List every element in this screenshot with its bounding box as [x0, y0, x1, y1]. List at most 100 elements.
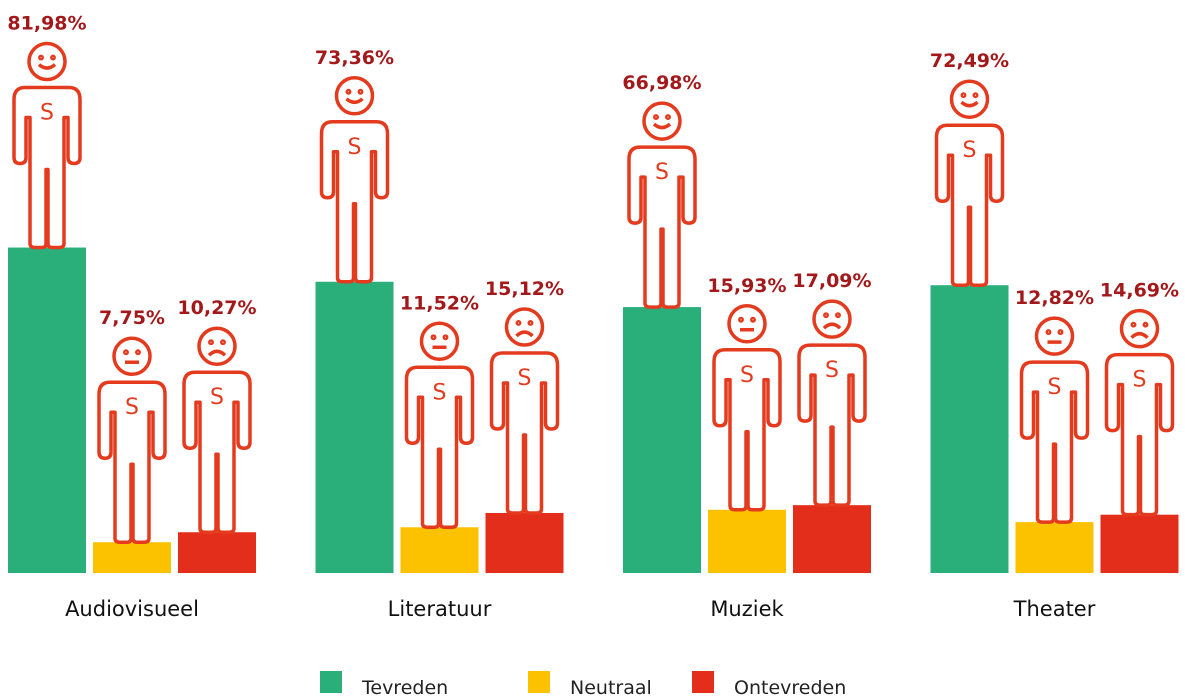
figure-body	[404, 365, 475, 530]
value-label: 81,98%	[7, 13, 86, 35]
category-label: Theater	[1013, 597, 1096, 621]
category-label: Audiovisueel	[65, 597, 199, 621]
person-figure: S	[97, 336, 167, 544]
figure-eye	[1130, 321, 1137, 328]
figure-mouth	[960, 100, 979, 108]
figure-head	[1119, 308, 1160, 349]
person-figure: S	[934, 79, 1005, 287]
figure-eye	[972, 92, 979, 99]
value-label: 72,49%	[930, 50, 1009, 72]
figure-eye	[960, 92, 967, 99]
figure-eye	[665, 114, 671, 121]
figure-body	[1019, 360, 1090, 524]
figure-logo: S	[655, 160, 669, 185]
figure-eye	[823, 312, 829, 319]
figure-head	[419, 321, 460, 362]
figure-eye	[653, 114, 659, 121]
figure-mouth	[345, 97, 364, 105]
value-label: 10,27%	[177, 297, 256, 319]
value-label: 12,82%	[1015, 287, 1094, 309]
figure-head	[727, 304, 767, 344]
figure-logo: S	[433, 380, 447, 405]
figure-head	[504, 307, 545, 347]
value-label: 15,12%	[485, 278, 564, 300]
value-label: 73,36%	[315, 47, 394, 69]
figure-eye	[1057, 329, 1064, 336]
person-figure: S	[182, 326, 252, 534]
figure-eye	[1045, 329, 1052, 336]
figure-mouth	[822, 322, 842, 330]
figure-head	[949, 79, 990, 119]
figure-logo: S	[1048, 375, 1062, 400]
figure-body	[712, 348, 782, 512]
figure-eye	[835, 312, 841, 319]
bar	[1015, 522, 1094, 573]
person-figure: S	[1104, 308, 1175, 517]
figure-mouth	[652, 122, 672, 130]
figure-logo: S	[963, 138, 977, 163]
person-figure: S	[319, 76, 390, 284]
figure-head	[812, 299, 852, 339]
figure-body	[1104, 352, 1175, 517]
category-label: Muziek	[710, 597, 784, 621]
bar	[793, 505, 871, 573]
bar	[93, 542, 171, 573]
figure-head	[334, 76, 375, 116]
figure-eye	[135, 349, 141, 356]
figure-eye	[442, 334, 449, 341]
figure-eye	[357, 88, 364, 95]
legend-label: Tevreden	[361, 677, 448, 699]
figure-eye	[220, 339, 226, 346]
figure-eye	[527, 320, 534, 326]
bar	[708, 509, 786, 573]
figure-body	[182, 370, 252, 534]
figure-eye	[750, 316, 756, 323]
value-label: 66,98%	[622, 72, 701, 94]
legend-swatch	[528, 671, 550, 693]
figure-eye	[430, 334, 437, 341]
figure-head	[642, 101, 682, 141]
figure-head	[197, 326, 237, 366]
bar	[623, 307, 701, 573]
figure-logo: S	[1133, 368, 1147, 393]
person-figure: S	[797, 299, 867, 507]
person-figure: S	[404, 321, 475, 530]
bar	[315, 281, 394, 573]
value-label: 7,75%	[99, 307, 165, 329]
legend-label: Neutraal	[570, 677, 652, 699]
figure-logo: S	[125, 395, 139, 420]
figure-body	[797, 343, 867, 507]
figure-head	[1034, 316, 1075, 356]
figure-eye	[1142, 321, 1149, 328]
figure-logo: S	[210, 385, 224, 410]
figure-logo: S	[348, 135, 362, 160]
value-label: 11,52%	[400, 292, 479, 314]
bar	[930, 285, 1009, 573]
person-figure: S	[1019, 316, 1090, 524]
figure-mouth	[1130, 331, 1149, 339]
figure-body	[627, 145, 697, 309]
bar	[1100, 514, 1179, 573]
figure-body	[319, 120, 390, 284]
person-figure: S	[712, 304, 782, 512]
figure-body	[97, 380, 167, 544]
value-label: 15,93%	[707, 275, 786, 297]
figure-logo: S	[825, 358, 839, 383]
figure-logo: S	[740, 363, 754, 388]
figure-eye	[123, 349, 129, 356]
legend-label: Ontevreden	[734, 677, 846, 699]
value-label: 17,09%	[792, 270, 871, 292]
figure-head	[27, 41, 67, 82]
legend-swatch	[692, 671, 714, 693]
category-label: Literatuur	[388, 597, 492, 621]
figure-eye	[38, 54, 44, 61]
person-figure: S	[627, 101, 697, 309]
figure-body	[934, 123, 1005, 287]
legend-swatch	[320, 671, 342, 693]
figure-body	[489, 351, 560, 515]
figure-head	[112, 336, 152, 376]
figure-eye	[738, 316, 744, 323]
bar	[178, 532, 256, 573]
person-figure: S	[12, 41, 82, 250]
